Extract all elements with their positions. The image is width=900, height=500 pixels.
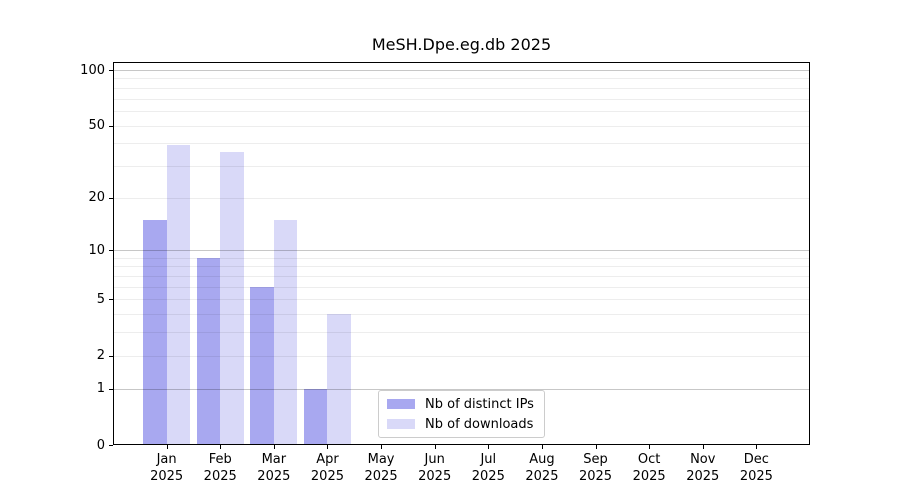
y-tick-label: 10 xyxy=(88,242,105,258)
x-tick-year: 2025 xyxy=(686,469,720,484)
minor-gridline xyxy=(114,87,809,89)
x-axis-tick xyxy=(381,445,383,449)
y-tick-label: 1 xyxy=(96,381,105,397)
x-tick-year: 2025 xyxy=(364,469,398,484)
minor-gridline xyxy=(114,143,809,145)
x-tick-label: Jan 2025 xyxy=(135,451,199,485)
bar-distinct-ips xyxy=(196,257,221,445)
x-tick-month: Aug xyxy=(529,452,555,467)
x-tick-year: 2025 xyxy=(203,469,237,484)
x-tick-month: Feb xyxy=(208,452,232,467)
legend-swatch-downloads-icon xyxy=(387,419,415,429)
minor-gridline xyxy=(114,197,809,199)
legend-swatch-distinct-ips-icon xyxy=(387,399,415,409)
x-tick-year: 2025 xyxy=(471,469,505,484)
y-tick-label: 50 xyxy=(88,118,105,134)
x-tick-label: Apr 2025 xyxy=(295,451,359,485)
x-axis-tick xyxy=(702,445,704,449)
y-axis-tick xyxy=(109,125,113,127)
x-tick-year: 2025 xyxy=(632,469,666,484)
x-tick-year: 2025 xyxy=(310,469,344,484)
x-axis-tick xyxy=(649,445,651,449)
x-tick-label: Jun 2025 xyxy=(403,451,467,485)
x-tick-month: Jul xyxy=(480,452,497,467)
minor-gridline xyxy=(114,110,809,112)
y-axis-tick xyxy=(109,70,113,71)
x-tick-label: May 2025 xyxy=(349,451,413,485)
y-axis-tick xyxy=(109,355,113,357)
x-tick-month: Jan xyxy=(156,452,177,467)
x-axis-tick xyxy=(166,445,168,449)
x-tick-label: Oct 2025 xyxy=(617,451,681,485)
y-tick-label: 2 xyxy=(96,348,105,364)
bar-distinct-ips xyxy=(303,388,328,445)
x-tick-year: 2025 xyxy=(418,469,452,484)
legend-label-downloads: Nb of downloads xyxy=(425,416,534,432)
x-tick-label: Nov 2025 xyxy=(671,451,735,485)
bar-distinct-ips xyxy=(250,286,274,445)
bar-downloads xyxy=(166,145,191,445)
x-axis-tick xyxy=(541,445,543,449)
y-tick-label: 0 xyxy=(96,437,105,453)
x-tick-year: 2025 xyxy=(257,469,291,484)
x-axis-tick xyxy=(756,445,758,449)
x-axis-tick xyxy=(327,445,329,449)
x-tick-month: Apr xyxy=(316,452,339,467)
x-axis-tick xyxy=(220,445,222,449)
x-axis-tick xyxy=(488,445,490,449)
legend-label-distinct-ips: Nb of distinct IPs xyxy=(425,396,534,412)
y-axis-tick xyxy=(109,250,113,252)
x-axis-tick xyxy=(273,445,275,449)
y-axis-tick xyxy=(109,388,113,390)
x-tick-year: 2025 xyxy=(525,469,559,484)
y-tick-label: 5 xyxy=(96,291,105,307)
x-tick-year: 2025 xyxy=(150,469,184,484)
x-tick-label: Sep 2025 xyxy=(564,451,628,485)
x-axis-tick xyxy=(434,445,436,449)
y-axis-tick xyxy=(109,299,113,301)
x-tick-month: Sep xyxy=(583,452,608,467)
bar-downloads xyxy=(327,314,351,445)
minor-gridline xyxy=(114,165,809,167)
y-tick-label: 20 xyxy=(88,190,105,206)
x-tick-label: Aug 2025 xyxy=(510,451,574,485)
major-gridline xyxy=(114,250,809,252)
y-axis-tick xyxy=(109,445,113,446)
minor-gridline xyxy=(114,98,809,100)
legend-item-distinct-ips: Nb of distinct IPs xyxy=(387,397,536,412)
minor-gridline xyxy=(114,125,809,127)
legend: Nb of distinct IPs Nb of downloads xyxy=(378,390,545,438)
x-axis-tick xyxy=(595,445,597,449)
x-tick-label: Dec 2025 xyxy=(724,451,788,485)
x-tick-month: Nov xyxy=(690,452,716,467)
x-tick-year: 2025 xyxy=(739,469,773,484)
minor-gridline xyxy=(114,78,809,80)
x-tick-month: Jun xyxy=(424,452,445,467)
bar-downloads xyxy=(220,151,244,445)
x-tick-label: Feb 2025 xyxy=(188,451,252,485)
chart-title: MeSH.Dpe.eg.db 2025 xyxy=(371,35,552,54)
x-tick-label: Jul 2025 xyxy=(456,451,520,485)
x-tick-month: Mar xyxy=(261,452,287,467)
bar-downloads xyxy=(273,219,298,445)
legend-item-downloads: Nb of downloads xyxy=(387,417,536,432)
x-tick-label: Mar 2025 xyxy=(242,451,306,485)
x-tick-month: Dec xyxy=(743,452,769,467)
x-tick-month: Oct xyxy=(637,452,661,467)
x-tick-month: May xyxy=(367,452,395,467)
y-axis-tick xyxy=(109,197,113,199)
x-tick-year: 2025 xyxy=(578,469,613,484)
y-tick-label: 100 xyxy=(80,62,105,78)
bar-distinct-ips xyxy=(143,219,167,445)
major-gridline xyxy=(114,70,809,71)
